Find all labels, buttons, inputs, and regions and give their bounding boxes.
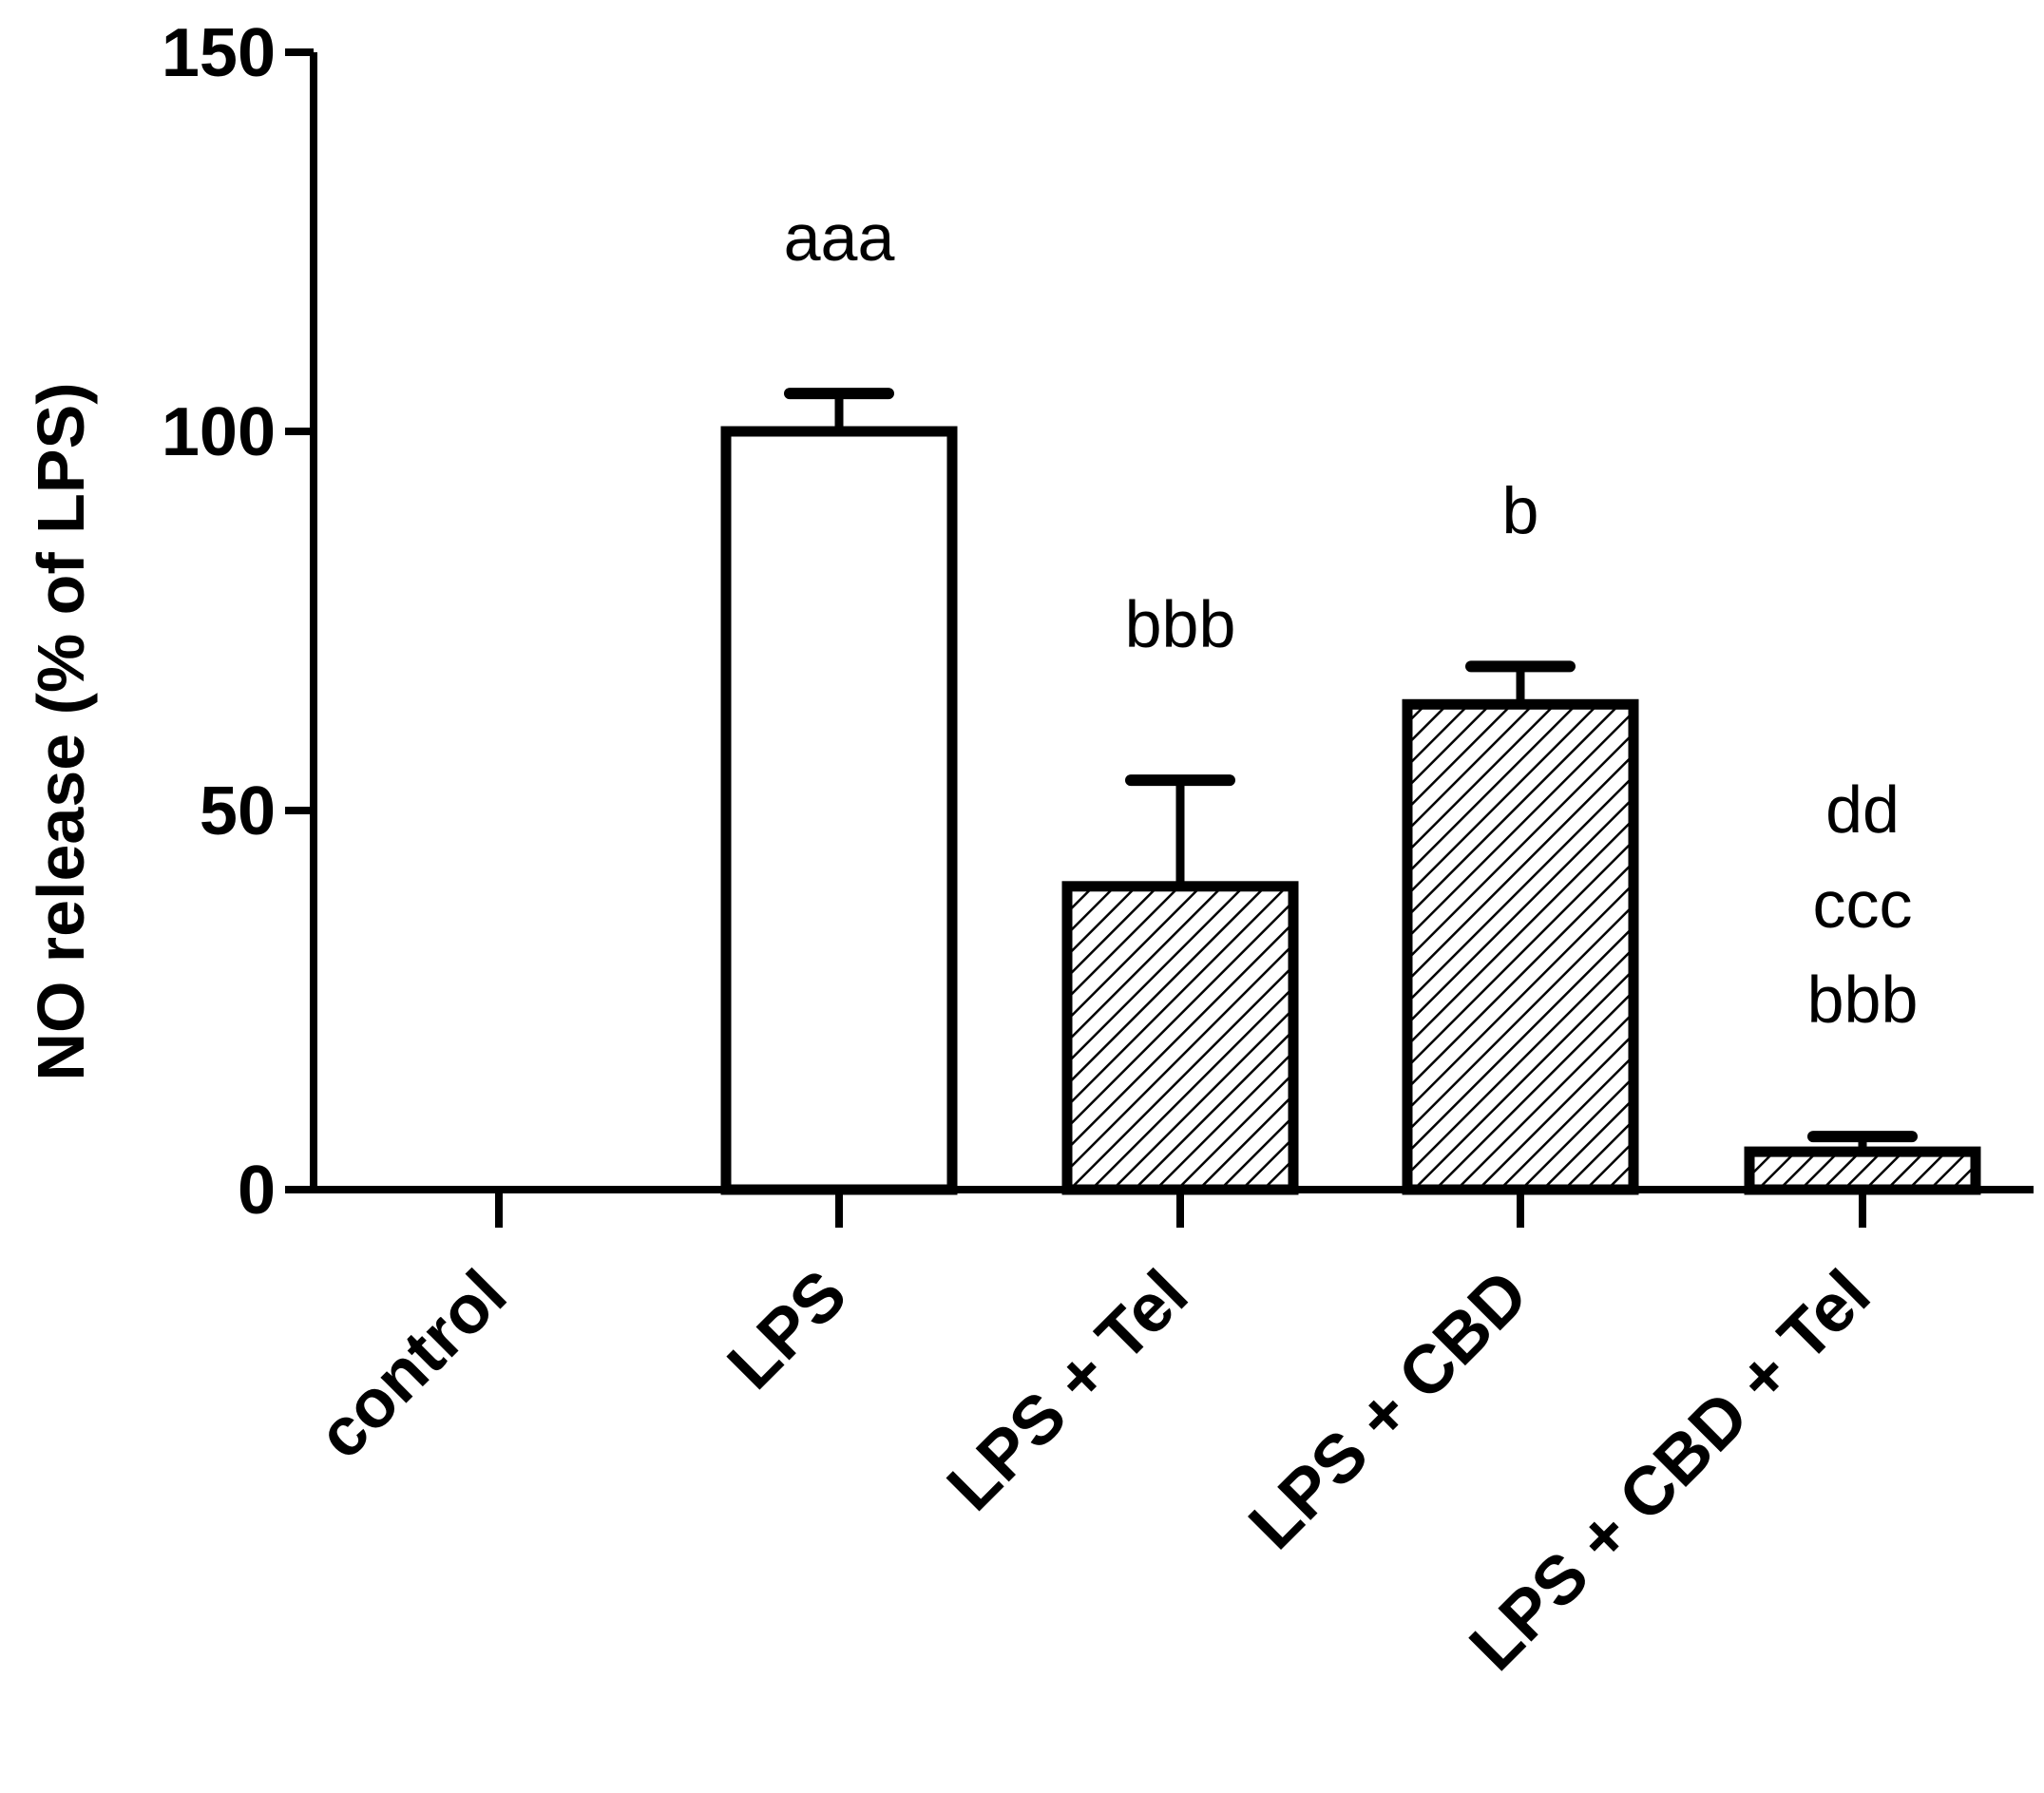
bar — [1061, 881, 1299, 1195]
y-tick-label: 50 — [200, 773, 276, 849]
bar — [1402, 698, 1639, 1195]
y-tick-label: 100 — [162, 394, 276, 470]
y-axis-label: NO release (% of LPS) — [24, 382, 98, 1080]
significance-label: aaa — [784, 200, 895, 275]
x-tick-label: control — [303, 1256, 521, 1474]
significance-label: bbb — [1125, 587, 1236, 661]
significance-label: b — [1502, 473, 1539, 547]
significance-label: ccc — [1813, 868, 1913, 942]
x-tick-label: LPS — [714, 1256, 862, 1404]
bar — [1744, 1146, 1981, 1195]
x-tick-label: LPS + Tel — [933, 1256, 1202, 1525]
y-tick-label: 150 — [162, 15, 276, 91]
significance-label: dd — [1825, 773, 1900, 847]
bar — [720, 426, 958, 1195]
significance-label: bbb — [1807, 963, 1919, 1037]
y-tick-label: 0 — [238, 1153, 276, 1229]
x-tick-label: LPS + CBD — [1234, 1256, 1542, 1564]
